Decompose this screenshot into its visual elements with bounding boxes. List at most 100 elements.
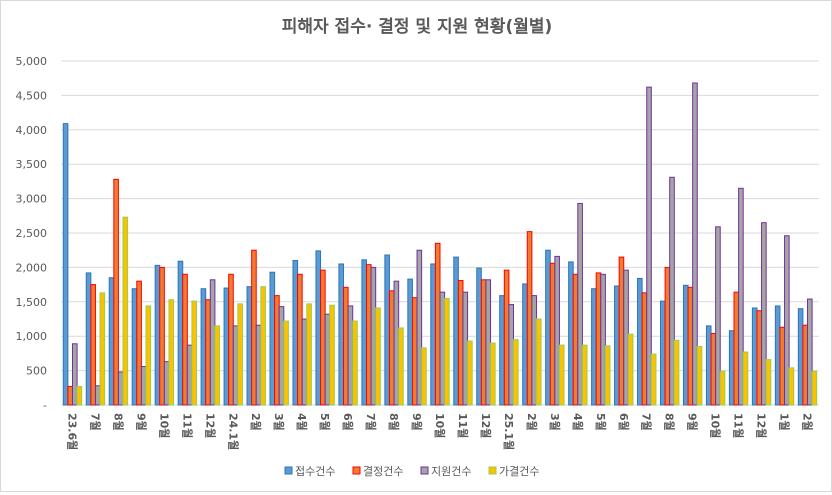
x-tick-label: 3월 [272,413,286,431]
bar-1-31 [751,307,758,406]
legend-swatch [420,466,429,475]
x-tick-label: 10월 [709,413,723,438]
bar-2-6 [182,273,188,406]
bar-3-29 [715,226,721,406]
bar-2-14 [365,264,372,406]
bar-2-21 [526,231,533,406]
bar-3-27 [669,176,675,406]
bar-3-13 [347,305,354,406]
bar-1-8 [223,287,230,406]
x-tick-label: 1월 [778,413,792,431]
x-tick-label: 9월 [134,413,148,431]
bar-2-18 [457,279,464,406]
bar-4-33 [811,370,818,406]
bar-3-2 [94,385,101,406]
bar-1-28 [682,284,689,406]
bar-1-3 [108,277,115,406]
bar-1-30 [728,330,735,406]
y-tick-label: 1,000 [16,330,48,343]
x-tick-label: 5월 [318,413,332,431]
bar-4-31 [765,359,772,406]
bar-4-2 [99,292,106,406]
bar-1-21 [522,283,528,406]
legend-label: 결정건수 [363,465,403,478]
bar-2-33 [802,324,809,406]
bar-2-19 [480,279,487,406]
bar-4-16 [421,347,427,406]
x-tick-label: 10월 [433,413,447,438]
bar-1-6 [177,260,184,406]
bar-3-14 [370,266,377,406]
bar-1-7 [200,288,207,406]
bar-3-16 [416,249,423,406]
bar-3-19 [485,279,492,406]
x-tick-label: 3월 [548,413,562,431]
bar-4-10 [283,320,289,406]
bar-4-5 [168,299,175,406]
x-tick-label: 8월 [387,413,401,431]
x-tick-label: 4월 [295,413,309,431]
x-tick-label: 11월 [732,413,746,438]
bar-3-12 [324,313,331,406]
bar-3-33 [807,298,813,406]
bar-1-5 [154,264,161,406]
chart-title: 피해자 접수· 결정 및 지원 현황(월별) [282,17,553,37]
bar-4-18 [467,340,473,406]
bars [62,82,818,406]
bar-3-15 [393,280,400,406]
bar-1-2 [85,272,92,406]
bar-4-6 [191,300,198,406]
bar-2-22 [549,262,556,406]
bar-2-23 [572,273,579,406]
bar-3-10 [278,306,285,406]
bar-4-21 [535,318,542,406]
x-tick-label: 9월 [410,413,424,431]
bar-2-27 [664,266,671,406]
bar-2-10 [274,295,280,406]
x-tick-label: 7월 [640,413,654,431]
bar-3-31 [761,222,767,406]
bar-4-26 [650,353,657,406]
bar-2-9 [251,249,257,406]
bar-3-9 [255,324,262,406]
bar-3-32 [784,235,790,406]
x-tick-label: 2월 [801,413,815,431]
legend-swatch [284,466,293,475]
y-tick-label: 2,000 [16,261,48,274]
bar-2-29 [710,332,717,406]
y-tick-label: 3,000 [16,193,48,206]
bar-4-24 [604,345,611,406]
bar-1-19 [476,267,482,406]
bar-1-15 [384,254,390,406]
bar-2-25 [618,256,625,406]
bar-2-11 [297,273,303,406]
bar-4-25 [627,333,634,406]
bar-2-16 [411,297,418,406]
bar-3-24 [600,273,606,406]
bar-4-32 [788,367,795,406]
bar-4-7 [214,325,221,406]
bar-2-5 [159,266,165,406]
x-tick-label: 11월 [180,413,194,438]
x-tick-label: 2월 [249,413,263,431]
bar-3-6 [186,344,193,406]
bar-3-3 [117,371,124,406]
bar-3-8 [232,325,239,406]
x-tick-label: 8월 [111,413,125,431]
legend: 접수건수 결정건수 지원건수 가결건수 [284,465,539,478]
bar-2-4 [136,280,142,406]
bar-3-30 [738,187,744,406]
x-tick-label: 7월 [88,413,102,431]
bar-4-19 [490,342,496,406]
bar-2-31 [756,310,763,406]
x-tick-label: 12월 [203,413,217,438]
x-tick-label: 6월 [341,413,355,431]
bar-1-24 [591,288,597,406]
bar-1-4 [131,288,138,406]
bar-3-7 [209,279,216,406]
bar-2-7 [205,299,211,406]
bar-3-23 [577,202,583,406]
bar-3-22 [554,255,560,406]
x-tick-label: 2월 [525,413,539,431]
